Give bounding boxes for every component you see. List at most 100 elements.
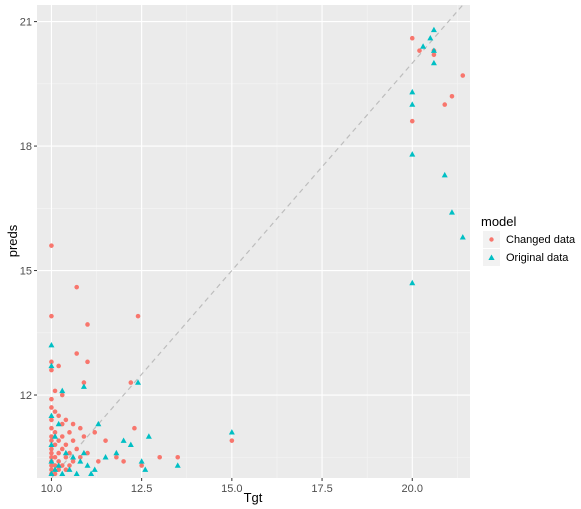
data-point-original — [80, 449, 87, 456]
data-point-original — [52, 466, 59, 472]
data-point-changed — [49, 359, 54, 365]
data-point-changed — [92, 430, 98, 435]
data-point-original — [459, 234, 466, 240]
data-point-changed — [449, 93, 455, 99]
data-point-original — [48, 458, 55, 464]
data-point-changed — [56, 459, 61, 464]
data-point-changed — [49, 434, 54, 439]
legend-marker-changed — [489, 237, 494, 242]
data-point-changed — [52, 471, 58, 477]
data-point-changed — [132, 425, 137, 431]
data-point-changed — [52, 430, 58, 435]
data-point-original — [113, 449, 120, 456]
data-point-changed — [81, 380, 87, 385]
data-point-original — [409, 101, 416, 107]
data-point-original — [48, 362, 55, 369]
data-point-original — [73, 470, 80, 477]
data-point-changed — [121, 459, 126, 464]
x-tick-label: 12.5 — [131, 483, 152, 495]
data-point-changed — [78, 425, 83, 431]
data-point-changed — [103, 438, 108, 443]
data-point-original — [102, 454, 109, 460]
y-tick-label: 15 — [20, 266, 32, 278]
data-point-changed — [49, 438, 54, 443]
data-point-changed — [49, 446, 54, 452]
data-point-original — [59, 387, 66, 394]
minor-gridlines — [37, 5, 470, 478]
data-point-changed — [229, 438, 235, 443]
data-point-changed — [85, 322, 90, 327]
data-point-changed — [70, 438, 76, 443]
data-point-changed — [49, 467, 54, 473]
data-point-changed — [49, 396, 54, 402]
data-point-original — [127, 441, 134, 448]
data-point-changed — [78, 454, 83, 460]
data-point-changed — [67, 463, 72, 468]
data-point-original — [70, 454, 77, 460]
data-point-changed — [128, 380, 134, 385]
identity-reference-line — [50, 4, 464, 479]
data-point-changed — [52, 442, 58, 448]
data-point-changed — [59, 463, 65, 468]
data-point-changed — [409, 118, 415, 124]
data-point-changed — [56, 413, 61, 419]
data-point-original — [135, 379, 142, 385]
data-point-changed — [139, 463, 144, 468]
legend: model Changed data Original data — [481, 214, 576, 266]
data-point-changed — [85, 359, 90, 365]
x-tick-label: 20.0 — [402, 483, 423, 495]
data-point-original — [142, 466, 149, 472]
data-point-original — [80, 383, 87, 389]
data-point-original — [430, 59, 437, 66]
data-point-changed — [135, 313, 141, 319]
data-point-original — [55, 462, 62, 468]
data-point-changed — [52, 463, 58, 468]
data-point-changed — [49, 367, 54, 373]
data-point-original — [430, 47, 437, 53]
data-point-original — [120, 437, 127, 443]
data-point-changed — [63, 417, 69, 423]
data-point-changed — [114, 454, 119, 460]
data-point-original — [174, 462, 181, 468]
y-tick-label: 21 — [20, 17, 32, 29]
data-point-changed — [52, 388, 58, 394]
x-tick-label: 15.0 — [221, 483, 242, 495]
data-point-changed — [96, 459, 101, 464]
data-point-changed — [63, 442, 69, 448]
data-point-original — [55, 420, 62, 427]
y-axis-ticks: 12 15 18 21 — [20, 17, 37, 402]
y-tick-label: 12 — [20, 390, 32, 402]
data-point-original — [91, 466, 98, 472]
panel-background — [37, 5, 470, 478]
data-point-changed — [49, 243, 54, 248]
data-point-changed — [49, 405, 54, 410]
data-point-changed — [59, 434, 65, 439]
data-point-changed — [49, 417, 54, 423]
data-point-original — [409, 151, 416, 157]
data-point-changed — [49, 425, 54, 431]
data-point-changed — [175, 454, 181, 460]
data-point-changed — [157, 454, 162, 460]
data-point-changed — [70, 459, 76, 464]
x-tick-label: 10.0 — [41, 483, 62, 495]
data-point-original — [420, 43, 427, 49]
data-point-changed — [74, 446, 79, 452]
data-point-changed — [63, 454, 69, 460]
data-point-original — [88, 470, 95, 477]
data-point-changed — [56, 438, 61, 443]
legend-label-changed: Changed data — [506, 234, 576, 246]
data-point-original — [427, 34, 434, 41]
data-point-original — [145, 433, 152, 439]
data-point-changed — [49, 463, 54, 468]
data-point-original — [48, 342, 55, 348]
legend-title: model — [481, 214, 517, 229]
data-point-original — [228, 429, 235, 435]
data-point-changed — [74, 284, 79, 290]
data-point-changed — [49, 313, 54, 319]
data-point-changed — [59, 392, 65, 398]
data-point-original — [441, 171, 448, 178]
data-point-changed — [85, 450, 90, 456]
data-point-changed — [409, 35, 415, 41]
data-point-changed — [59, 446, 65, 452]
